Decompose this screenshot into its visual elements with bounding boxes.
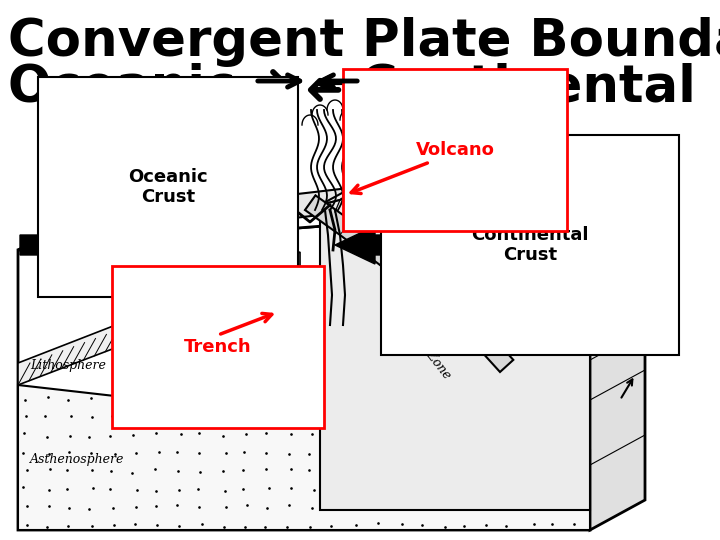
- Text: Oceanic
Crust: Oceanic Crust: [128, 167, 208, 206]
- Polygon shape: [305, 195, 513, 372]
- Text: Lithosphere: Lithosphere: [30, 359, 106, 372]
- Text: ➜: ➜: [248, 62, 287, 107]
- Polygon shape: [18, 185, 375, 250]
- Text: Continental: Continental: [360, 62, 697, 112]
- Polygon shape: [590, 175, 645, 530]
- Text: Asthenosphere: Asthenosphere: [30, 454, 125, 467]
- Text: Continental
Crust: Continental Crust: [472, 226, 589, 265]
- Text: Convergent Plate Boundary:: Convergent Plate Boundary:: [8, 17, 720, 67]
- Text: Oceanic: Oceanic: [8, 62, 236, 112]
- FancyArrow shape: [335, 226, 590, 264]
- FancyArrow shape: [20, 226, 285, 264]
- Text: Trench: Trench: [184, 338, 252, 356]
- Polygon shape: [320, 135, 645, 205]
- Text: ➜: ➜: [300, 62, 340, 107]
- Polygon shape: [18, 252, 300, 385]
- Text: Volcano: Volcano: [415, 141, 495, 159]
- Text: Subduction Zone: Subduction Zone: [377, 288, 454, 381]
- Polygon shape: [18, 205, 590, 530]
- Polygon shape: [18, 385, 590, 530]
- Polygon shape: [320, 165, 590, 510]
- Polygon shape: [18, 175, 645, 250]
